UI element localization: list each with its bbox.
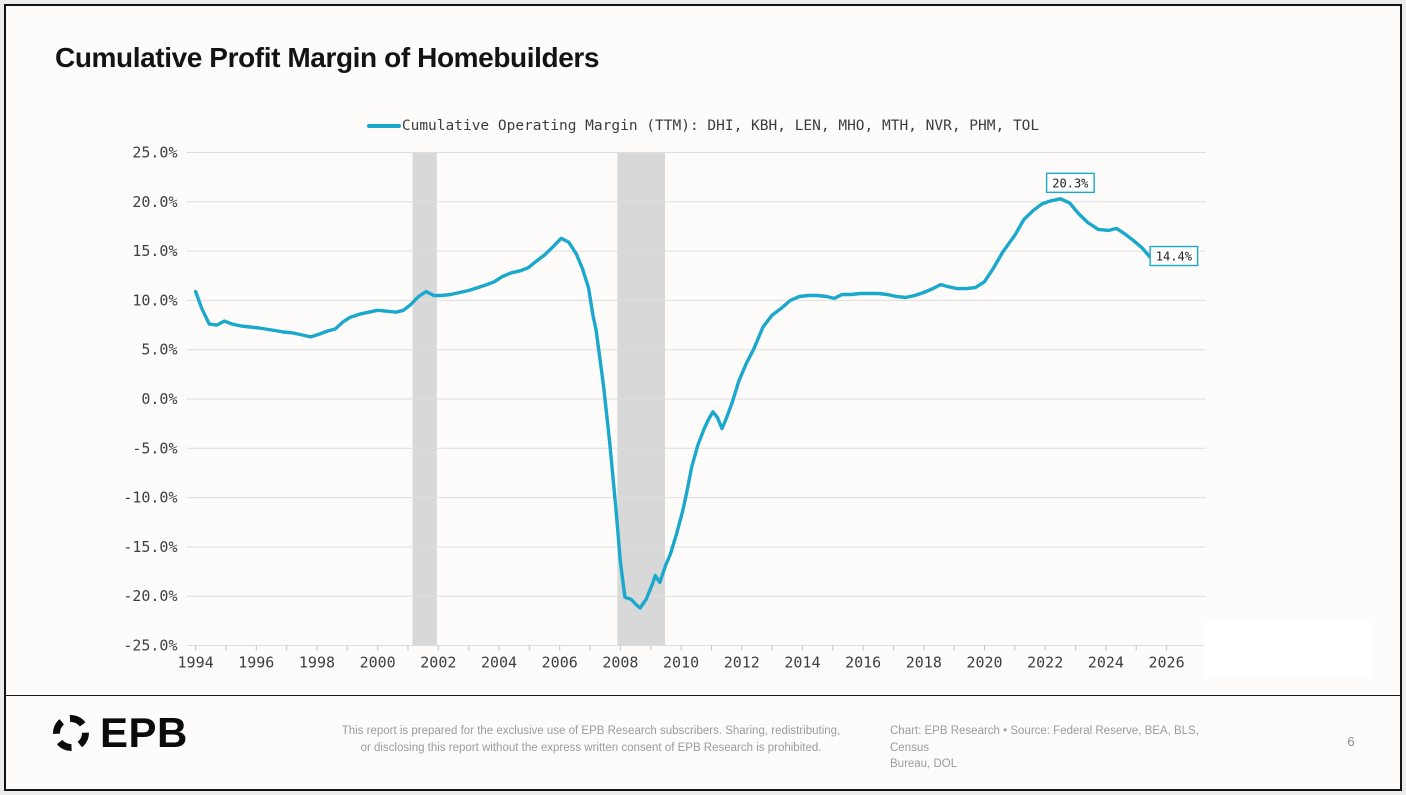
value-label: 20.3% bbox=[1052, 176, 1089, 190]
value-label-box bbox=[1045, 172, 1095, 194]
x-tick-label: 2006 bbox=[542, 654, 578, 672]
x-tick-label: 2004 bbox=[481, 654, 517, 672]
operating-margin-line bbox=[193, 197, 1152, 610]
y-tick-label: -5.0% bbox=[132, 439, 177, 457]
profit-margin-line-chart: 25.0% 20.0% 15.0% 10.0% 5.0% 0.0% -5.0% -10.0% -… bbox=[123, 144, 1206, 672]
x-tick-label: 2014 bbox=[784, 654, 820, 672]
x-tick-label: 2010 bbox=[663, 654, 699, 672]
x-tick-label: 2002 bbox=[420, 654, 456, 672]
x-tick-label: 2020 bbox=[966, 654, 1002, 672]
x-tick-label: 1998 bbox=[299, 654, 335, 672]
y-tick-label: -25.0% bbox=[123, 637, 177, 655]
x-tick-label: 2022 bbox=[1027, 654, 1063, 672]
report-slide: Cumulative Profit Margin of Homebuilders… bbox=[4, 4, 1402, 791]
epb-logo-text: EPB bbox=[100, 709, 188, 756]
y-tick-label: 0.0% bbox=[141, 390, 177, 408]
value-label: 14.4% bbox=[1156, 250, 1193, 264]
legend-label: Cumulative Operating Margin (TTM): DHI, … bbox=[401, 118, 1040, 134]
y-tick-label: 10.0% bbox=[132, 291, 177, 309]
segmented-circle-icon bbox=[53, 715, 89, 751]
epb-logo: EPB bbox=[53, 712, 188, 754]
x-tick-label: 2000 bbox=[360, 654, 396, 672]
y-tick-label: 15.0% bbox=[132, 242, 177, 260]
y-tick-label: 5.0% bbox=[141, 341, 177, 359]
blank-patch bbox=[1204, 620, 1372, 678]
legend-line-swatch bbox=[366, 124, 401, 128]
x-tick-label: 1996 bbox=[238, 654, 274, 672]
credit-line: Bureau, DOL bbox=[890, 758, 958, 771]
y-tick-label: 20.0% bbox=[132, 193, 177, 211]
footer-credit: Chart: EPB Research • Source: Federal Re… bbox=[890, 723, 1240, 773]
y-tick-label: -10.0% bbox=[123, 489, 177, 507]
x-tick-label: 2018 bbox=[906, 654, 942, 672]
x-tick-label: 1994 bbox=[178, 654, 214, 672]
x-tick-label: 2012 bbox=[724, 654, 760, 672]
page-number: 6 bbox=[1347, 734, 1355, 749]
x-tick-label: 2024 bbox=[1088, 654, 1124, 672]
y-tick-label: -15.0% bbox=[123, 538, 177, 556]
disclaimer-line: or disclosing this report without the ex… bbox=[360, 741, 822, 754]
value-label-box bbox=[1149, 245, 1199, 267]
x-tick-label: 2026 bbox=[1148, 654, 1184, 672]
chart-legend: Cumulative Operating Margin (TTM): DHI, … bbox=[6, 118, 1400, 134]
y-tick-label: -20.0% bbox=[123, 587, 177, 605]
footer-disclaimer: This report is prepared for the exclusiv… bbox=[291, 723, 891, 756]
x-tick-label: 2016 bbox=[845, 654, 881, 672]
y-tick-label: 25.0% bbox=[132, 144, 177, 162]
credit-line: Chart: EPB Research • Source: Federal Re… bbox=[890, 725, 1199, 754]
disclaimer-line: This report is prepared for the exclusiv… bbox=[341, 725, 841, 737]
footer-divider bbox=[6, 695, 1400, 696]
x-tick-label: 2008 bbox=[602, 654, 638, 672]
page-title: Cumulative Profit Margin of Homebuilders bbox=[55, 42, 600, 73]
